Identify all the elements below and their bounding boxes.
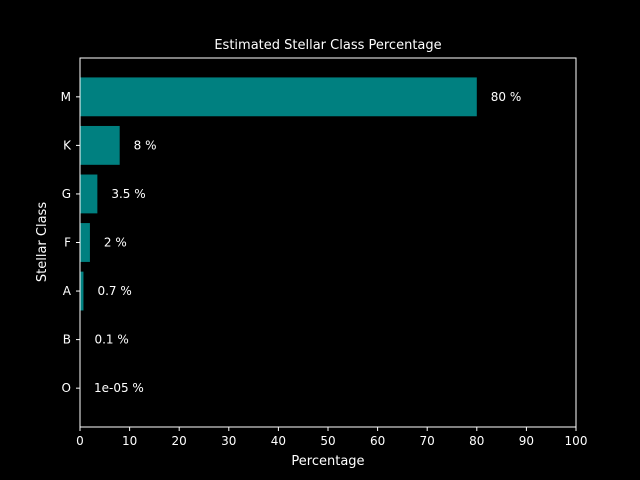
y-axis-ticks: O B A F G K M — [61, 90, 80, 395]
data-labels-group: 1e-05 % 0.1 % 0.7 % 2 % 3.5 % 8 % 80 % — [94, 90, 521, 395]
x-tick-label-0: 0 — [76, 434, 84, 448]
y-tick-label-k: K — [63, 138, 72, 152]
data-label-g: 3.5 % — [111, 187, 145, 201]
x-tick-label-50: 50 — [320, 434, 335, 448]
data-label-a: 0.7 % — [97, 284, 131, 298]
x-axis-label: Percentage — [291, 454, 364, 469]
data-label-o: 1e-05 % — [94, 381, 144, 395]
x-tick-label-10: 10 — [122, 434, 137, 448]
plot-frame — [79, 57, 577, 428]
y-tick-label-f: F — [64, 236, 71, 250]
x-axis-ticks: 0 10 20 30 40 50 60 70 80 90 100 — [76, 427, 587, 448]
x-tick-label-100: 100 — [565, 434, 588, 448]
bar-a — [80, 271, 84, 311]
x-tick-label-30: 30 — [221, 434, 236, 448]
data-label-k: 8 % — [134, 138, 157, 152]
y-tick-label-b: B — [63, 333, 71, 347]
x-tick-label-80: 80 — [469, 434, 484, 448]
data-label-b: 0.1 % — [94, 333, 128, 347]
data-label-f: 2 % — [104, 236, 127, 250]
y-tick-label-o: O — [62, 381, 71, 395]
y-axis-label: Stellar Class — [35, 202, 50, 282]
x-tick-label-60: 60 — [370, 434, 385, 448]
x-tick-label-90: 90 — [519, 434, 534, 448]
chart-title: Estimated Stellar Class Percentage — [214, 38, 441, 53]
bars-group — [80, 77, 477, 408]
data-label-m: 80 % — [491, 90, 522, 104]
x-tick-label-40: 40 — [271, 434, 286, 448]
y-tick-label-a: A — [63, 284, 72, 298]
bar-m — [80, 77, 477, 117]
y-tick-label-g: G — [62, 187, 71, 201]
bar-f — [80, 223, 90, 262]
x-tick-label-20: 20 — [172, 434, 187, 448]
x-tick-label-70: 70 — [420, 434, 435, 448]
bar-k — [80, 125, 120, 165]
y-tick-label-m: M — [61, 90, 71, 104]
bar-g — [80, 174, 98, 214]
